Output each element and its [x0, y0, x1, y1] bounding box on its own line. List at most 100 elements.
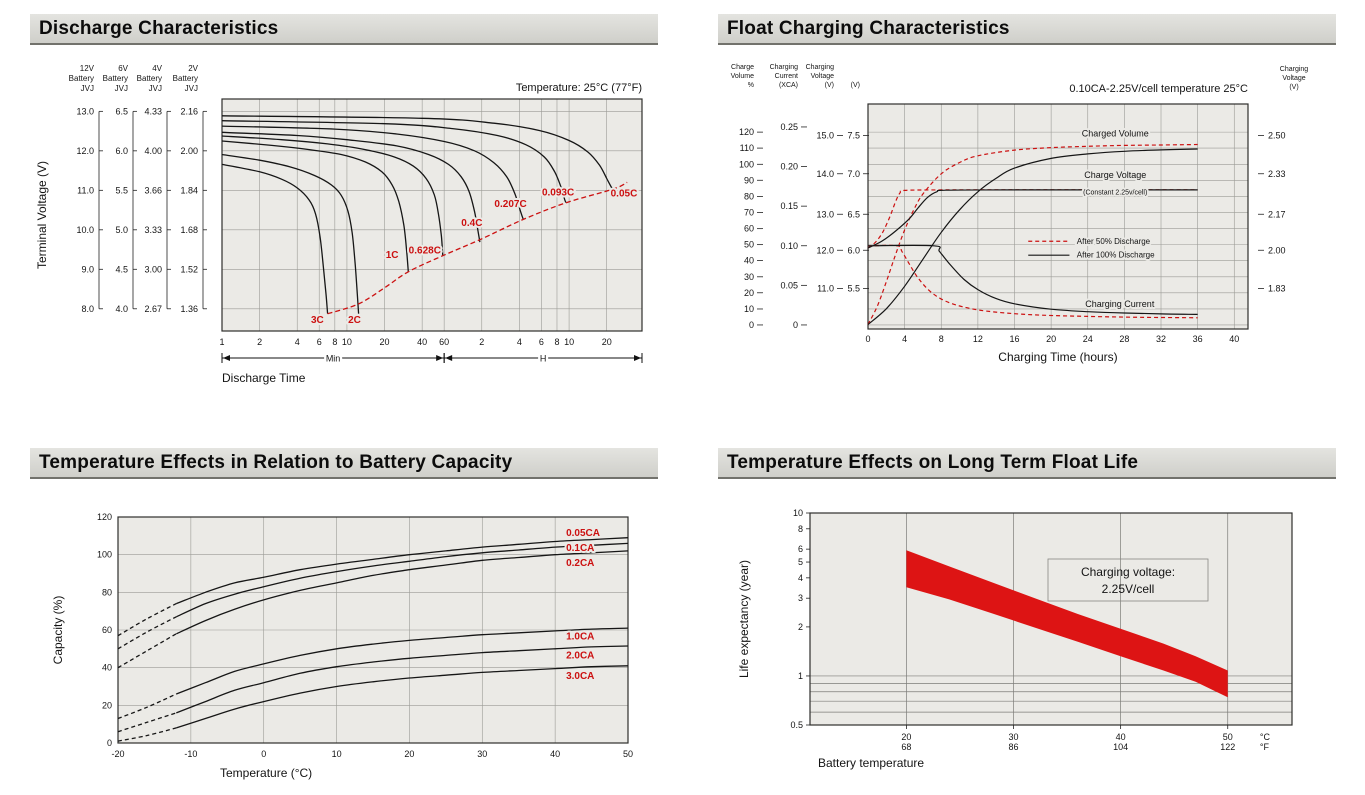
temperature-capacity-chart: 0.05CA 0.1CA 0.2CA 1.0CA 2.0CA 3.0CA -20 -10 0 10…	[51, 512, 633, 780]
svg-text:After 100% Discharge: After 100% Discharge	[1077, 251, 1155, 260]
svg-text:JVJ: JVJ	[81, 84, 94, 93]
svg-text:1: 1	[219, 337, 224, 347]
svg-text:40: 40	[417, 337, 427, 347]
svg-text:8: 8	[554, 337, 559, 347]
svg-text:Charging: Charging	[1280, 66, 1309, 73]
svg-text:8: 8	[798, 524, 803, 534]
float-curve-charging-current-after-100-discharge-	[867, 244, 1198, 315]
svg-text:°C: °C	[1260, 732, 1271, 742]
title-bar-discharge: Discharge Characteristics	[30, 14, 658, 45]
svg-text:100: 100	[97, 550, 112, 560]
svg-text:0.25: 0.25	[780, 122, 798, 132]
svg-text:6: 6	[317, 337, 322, 347]
svg-text:6.5: 6.5	[115, 106, 128, 116]
discharge-curve-3C	[221, 163, 329, 314]
svg-text:11.0: 11.0	[817, 284, 834, 294]
svg-text:110: 110	[740, 143, 754, 153]
svg-text:7.0: 7.0	[847, 169, 860, 179]
svg-text:Min: Min	[326, 354, 341, 364]
svg-text:4: 4	[295, 337, 300, 347]
section-title-discharge: Discharge Characteristics	[39, 17, 279, 39]
svg-text:2: 2	[798, 622, 803, 632]
svg-text:0: 0	[865, 334, 870, 344]
svg-text:2.17: 2.17	[1268, 209, 1286, 219]
svg-text:2.00: 2.00	[1268, 245, 1286, 255]
svg-text:80: 80	[744, 191, 754, 201]
svg-text:1.0CA: 1.0CA	[566, 631, 594, 642]
svg-text:0.5: 0.5	[790, 720, 803, 730]
svg-text:0.05C: 0.05C	[611, 188, 638, 199]
svg-text:3.33: 3.33	[144, 225, 162, 235]
svg-text:104: 104	[1113, 742, 1128, 752]
svg-text:9.0: 9.0	[81, 264, 94, 274]
svg-text:4V: 4V	[152, 64, 162, 73]
title-bar-float-charging: Float Charging Characteristics	[718, 14, 1336, 45]
svg-text:10: 10	[793, 508, 803, 518]
panel-temperature-capacity: Temperature Effects in Relation to Batte…	[30, 448, 658, 795]
svg-text:3.66: 3.66	[144, 185, 162, 195]
svg-text:100: 100	[739, 159, 754, 169]
svg-text:3C: 3C	[311, 315, 324, 326]
svg-text:Discharge Time: Discharge Time	[222, 371, 306, 385]
svg-text:Battery temperature: Battery temperature	[818, 756, 924, 770]
svg-text:10: 10	[332, 749, 342, 759]
svg-text:Temperature (°C): Temperature (°C)	[220, 766, 312, 780]
svg-text:40: 40	[1116, 732, 1126, 742]
charging-voltage-note-box	[1047, 558, 1209, 602]
svg-text:Charging Current: Charging Current	[1085, 299, 1155, 309]
svg-text:10: 10	[342, 337, 352, 347]
svg-text:(Constant 2.25v/cell): (Constant 2.25v/cell)	[1083, 189, 1147, 196]
svg-text:10: 10	[564, 337, 574, 347]
panel-float-charging: Float Charging Characteristics Charged V…	[718, 14, 1336, 404]
svg-text:Terminal Voltage (V): Terminal Voltage (V)	[35, 161, 49, 269]
svg-text:2.0CA: 2.0CA	[566, 650, 594, 661]
svg-text:2.16: 2.16	[180, 106, 198, 116]
float-curve-charged-volume-after-100-discharge-	[867, 148, 1198, 325]
float-charging-chart: Charged Volume Charge Voltage (Constant 2.…	[731, 64, 1309, 364]
svg-text:Temperature: 25°C (77°F): Temperature: 25°C (77°F)	[516, 82, 642, 94]
svg-text:20: 20	[602, 337, 612, 347]
discharge-plot-area: 3C 2C 1C 0.628C 0.4C 0.207C 0.093C 0.05C	[221, 98, 643, 332]
svg-text:30: 30	[477, 749, 487, 759]
svg-text:2V: 2V	[188, 64, 198, 73]
svg-text:12: 12	[973, 334, 983, 344]
title-bar-float-life: Temperature Effects on Long Term Float L…	[718, 448, 1336, 479]
svg-text:4: 4	[798, 573, 803, 583]
svg-text:0.4C: 0.4C	[461, 218, 482, 229]
svg-text:13.0: 13.0	[816, 209, 834, 219]
svg-text:4.00: 4.00	[144, 146, 162, 156]
discharge-curve-0.093C	[221, 120, 567, 204]
svg-text:80: 80	[102, 587, 112, 597]
title-bar-temperature-capacity: Temperature Effects in Relation to Batte…	[30, 448, 658, 479]
svg-text:8: 8	[332, 337, 337, 347]
svg-text:Charge Voltage: Charge Voltage	[1084, 170, 1146, 180]
svg-text:6.0: 6.0	[115, 146, 128, 156]
svg-text:60: 60	[439, 337, 449, 347]
svg-text:14.0: 14.0	[816, 169, 834, 179]
panel-float-life: Temperature Effects on Long Term Float L…	[718, 448, 1336, 795]
svg-text:6.5: 6.5	[847, 209, 860, 219]
svg-text:90: 90	[744, 175, 754, 185]
svg-text:2: 2	[479, 337, 484, 347]
svg-text:1.83: 1.83	[1268, 284, 1286, 294]
float-curve-charge-voltage-after-100-discharge-	[867, 189, 1198, 249]
svg-text:68: 68	[901, 742, 911, 752]
discharge-curve-0.207C	[221, 125, 524, 220]
discharge-curve-0.4C	[221, 131, 481, 243]
section-title-float-charging: Float Charging Characteristics	[727, 17, 1010, 39]
svg-text:Capacity (%): Capacity (%)	[51, 596, 65, 665]
svg-text:86: 86	[1009, 742, 1019, 752]
svg-text:0.207C: 0.207C	[494, 199, 526, 210]
svg-text:40: 40	[744, 256, 754, 266]
svg-text:-10: -10	[184, 749, 197, 759]
svg-text:Charging: Charging	[806, 64, 835, 71]
svg-text:JVJ: JVJ	[149, 84, 162, 93]
svg-text:1.68: 1.68	[180, 225, 198, 235]
svg-text:0.15: 0.15	[780, 201, 798, 211]
discharge-curve-0.628C	[221, 135, 444, 256]
svg-text:%: %	[748, 82, 754, 89]
svg-text:3.0CA: 3.0CA	[566, 671, 594, 682]
svg-text:50: 50	[1223, 732, 1233, 742]
svg-text:12V: 12V	[80, 64, 95, 73]
float-life-plot-area: Charging voltage: 2.25V/cell	[809, 512, 1293, 726]
